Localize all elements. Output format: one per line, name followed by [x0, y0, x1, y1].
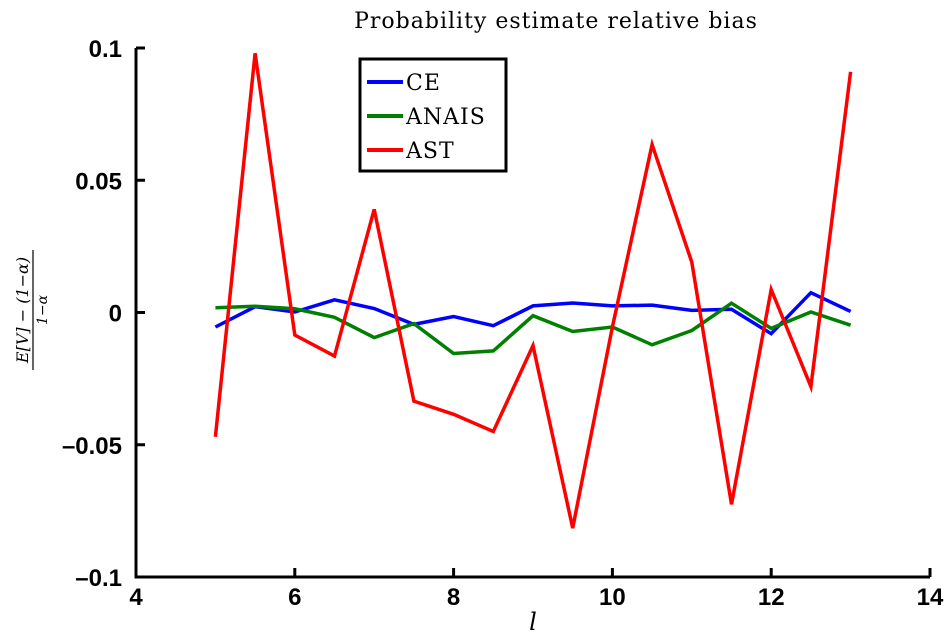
y-axis-label-denominator: 1−α: [35, 294, 51, 325]
y-axis-label-numerator: E[V] − (1−α): [13, 257, 32, 364]
x-tick-label: 10: [599, 584, 626, 611]
legend-label-anais: ANAIS: [405, 105, 486, 130]
y-axis-label: E[V] − (1−α) 1−α: [13, 250, 51, 370]
legend-label-ce: CE: [406, 71, 441, 96]
y-tick-label: –0.05: [62, 433, 122, 460]
legend-box: [358, 57, 508, 173]
y-tick-label: 0.1: [89, 36, 122, 63]
series-line-anais: [215, 301, 852, 356]
legend-label-ast: AST: [405, 139, 455, 164]
y-tick-label: –0.1: [75, 565, 122, 592]
axes-layer: 4 6 8 10 12 14 –0.1 –0.05 0 0.05 0.1: [62, 36, 944, 611]
chart-title: Probability estimate relative bias: [354, 9, 758, 34]
legend: CE ANAIS AST: [358, 57, 508, 173]
x-tick-label: 6: [288, 584, 301, 611]
x-tick-label: 14: [917, 584, 944, 611]
x-axis-label: l: [529, 608, 537, 636]
y-tick-label: 0: [109, 301, 122, 328]
series-layer: [213, 53, 853, 529]
y-tick-label: 0.05: [75, 168, 122, 195]
x-tick-label: 4: [129, 584, 143, 611]
series-line-ce: [214, 290, 852, 336]
x-tick-label: 8: [447, 584, 460, 611]
x-tick-label: 12: [758, 584, 785, 611]
series-line-ast: [213, 53, 853, 529]
